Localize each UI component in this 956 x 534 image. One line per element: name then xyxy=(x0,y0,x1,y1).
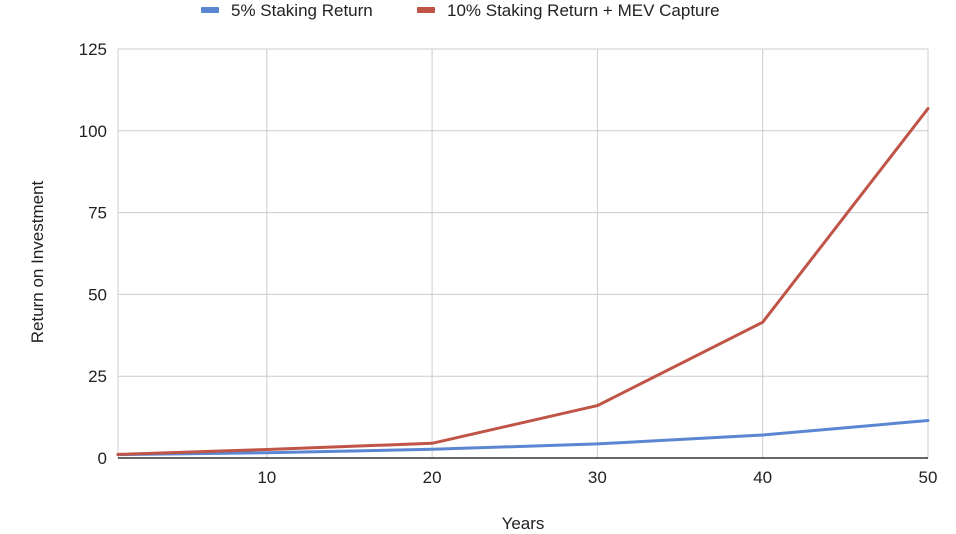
y-tick-label: 125 xyxy=(79,40,107,59)
x-axis-title: Years xyxy=(502,514,545,533)
legend-label: 5% Staking Return xyxy=(231,1,373,20)
series-line-2 xyxy=(116,107,930,456)
y-tick-label: 0 xyxy=(98,449,107,468)
y-axis-tick-labels: 0 25 50 75 100 125 xyxy=(79,40,107,468)
legend-label: 10% Staking Return + MEV Capture xyxy=(447,1,720,20)
y-axis-title: Return on Investment xyxy=(28,180,47,343)
y-tick-label: 50 xyxy=(88,285,107,304)
x-tick-label: 40 xyxy=(753,468,772,487)
x-tick-label: 50 xyxy=(919,468,938,487)
x-tick-label: 10 xyxy=(257,468,276,487)
legend: 5% Staking Return 10% Staking Return + ME… xyxy=(201,1,720,20)
legend-swatch xyxy=(201,7,219,13)
legend-swatch xyxy=(417,7,435,13)
series-line-1 xyxy=(116,419,930,457)
y-tick-label: 75 xyxy=(88,204,107,223)
gridlines xyxy=(117,48,929,458)
y-tick-label: 100 xyxy=(79,122,107,141)
y-tick-label: 25 xyxy=(88,367,107,386)
x-tick-label: 30 xyxy=(588,468,607,487)
x-tick-label: 20 xyxy=(423,468,442,487)
x-axis-tick-labels: 10 20 30 40 50 xyxy=(257,468,937,487)
series-layer xyxy=(116,107,930,457)
